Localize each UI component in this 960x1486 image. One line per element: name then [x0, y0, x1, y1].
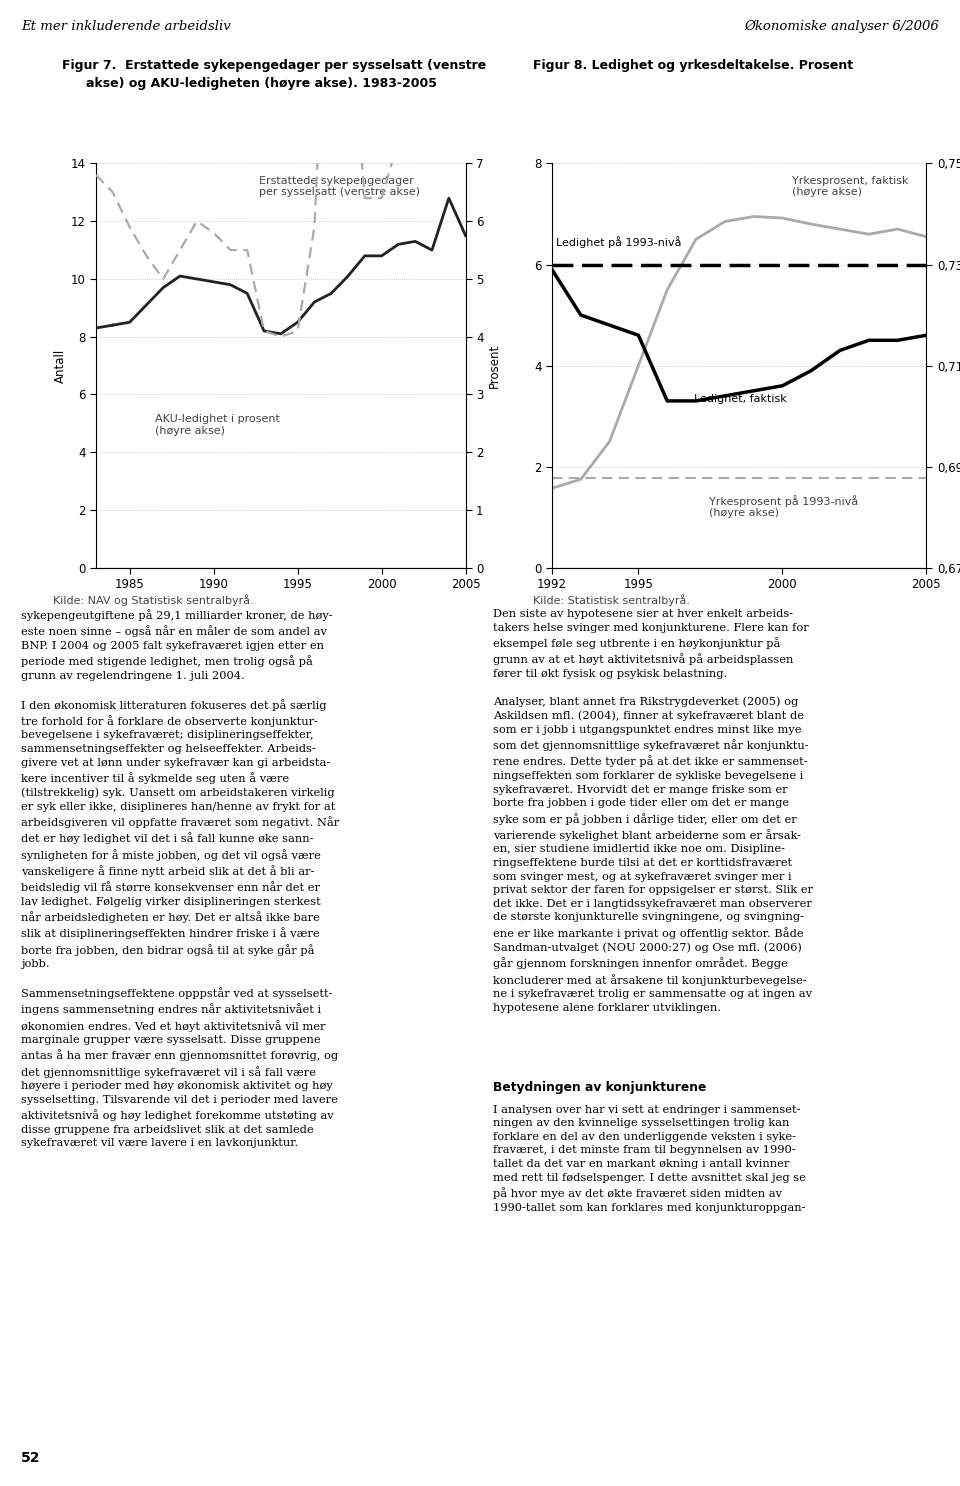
Text: Ledighet, faktisk: Ledighet, faktisk [694, 394, 787, 404]
Text: Betydningen av konjunkturene: Betydningen av konjunkturene [493, 1080, 707, 1094]
Text: sykepengeutgiftene på 29,1 milliarder kroner, de høy-
este noen sinne – også når: sykepengeutgiftene på 29,1 milliarder kr… [21, 609, 340, 1149]
Text: Yrkesprosent på 1993-nivå
(høyre akse): Yrkesprosent på 1993-nivå (høyre akse) [709, 495, 858, 519]
Text: Ledighet på 1993-nivå: Ledighet på 1993-nivå [556, 236, 682, 248]
Text: Yrkesprosent, faktisk
(høyre akse): Yrkesprosent, faktisk (høyre akse) [792, 175, 908, 198]
Text: Et mer inkluderende arbeidsliv: Et mer inkluderende arbeidsliv [21, 21, 230, 33]
Text: Økonomiske analyser 6/2006: Økonomiske analyser 6/2006 [744, 21, 939, 33]
Text: Kilde: NAV og Statistisk sentralbyrå.: Kilde: NAV og Statistisk sentralbyrå. [53, 594, 253, 606]
Text: AKU-ledighet i prosent
(høyre akse): AKU-ledighet i prosent (høyre akse) [156, 415, 280, 435]
Y-axis label: Prosent: Prosent [488, 343, 501, 388]
Text: Figur 8. Ledighet og yrkesdeltakelse. Prosent: Figur 8. Ledighet og yrkesdeltakelse. Pr… [533, 59, 852, 73]
Text: Figur 7.  Erstattede sykepengedager per sysselsatt (venstre: Figur 7. Erstattede sykepengedager per s… [62, 59, 487, 73]
Text: Den siste av hypotesene sier at hver enkelt arbeids-
takers helse svinger med ko: Den siste av hypotesene sier at hver enk… [493, 609, 813, 1013]
Text: Erstattede sykepengedager
per sysselsatt (venstre akse): Erstattede sykepengedager per sysselsatt… [258, 175, 420, 198]
Text: 52: 52 [21, 1452, 40, 1465]
Text: I analysen over har vi sett at endringer i sammenset-
ningen av den kvinnelige s: I analysen over har vi sett at endringer… [493, 1104, 806, 1213]
Text: akse) og AKU-ledigheten (høyre akse). 1983-2005: akse) og AKU-ledigheten (høyre akse). 19… [86, 77, 438, 91]
Text: Kilde: Statistisk sentralbyrå.: Kilde: Statistisk sentralbyrå. [533, 594, 690, 606]
Y-axis label: Antall: Antall [54, 348, 66, 383]
